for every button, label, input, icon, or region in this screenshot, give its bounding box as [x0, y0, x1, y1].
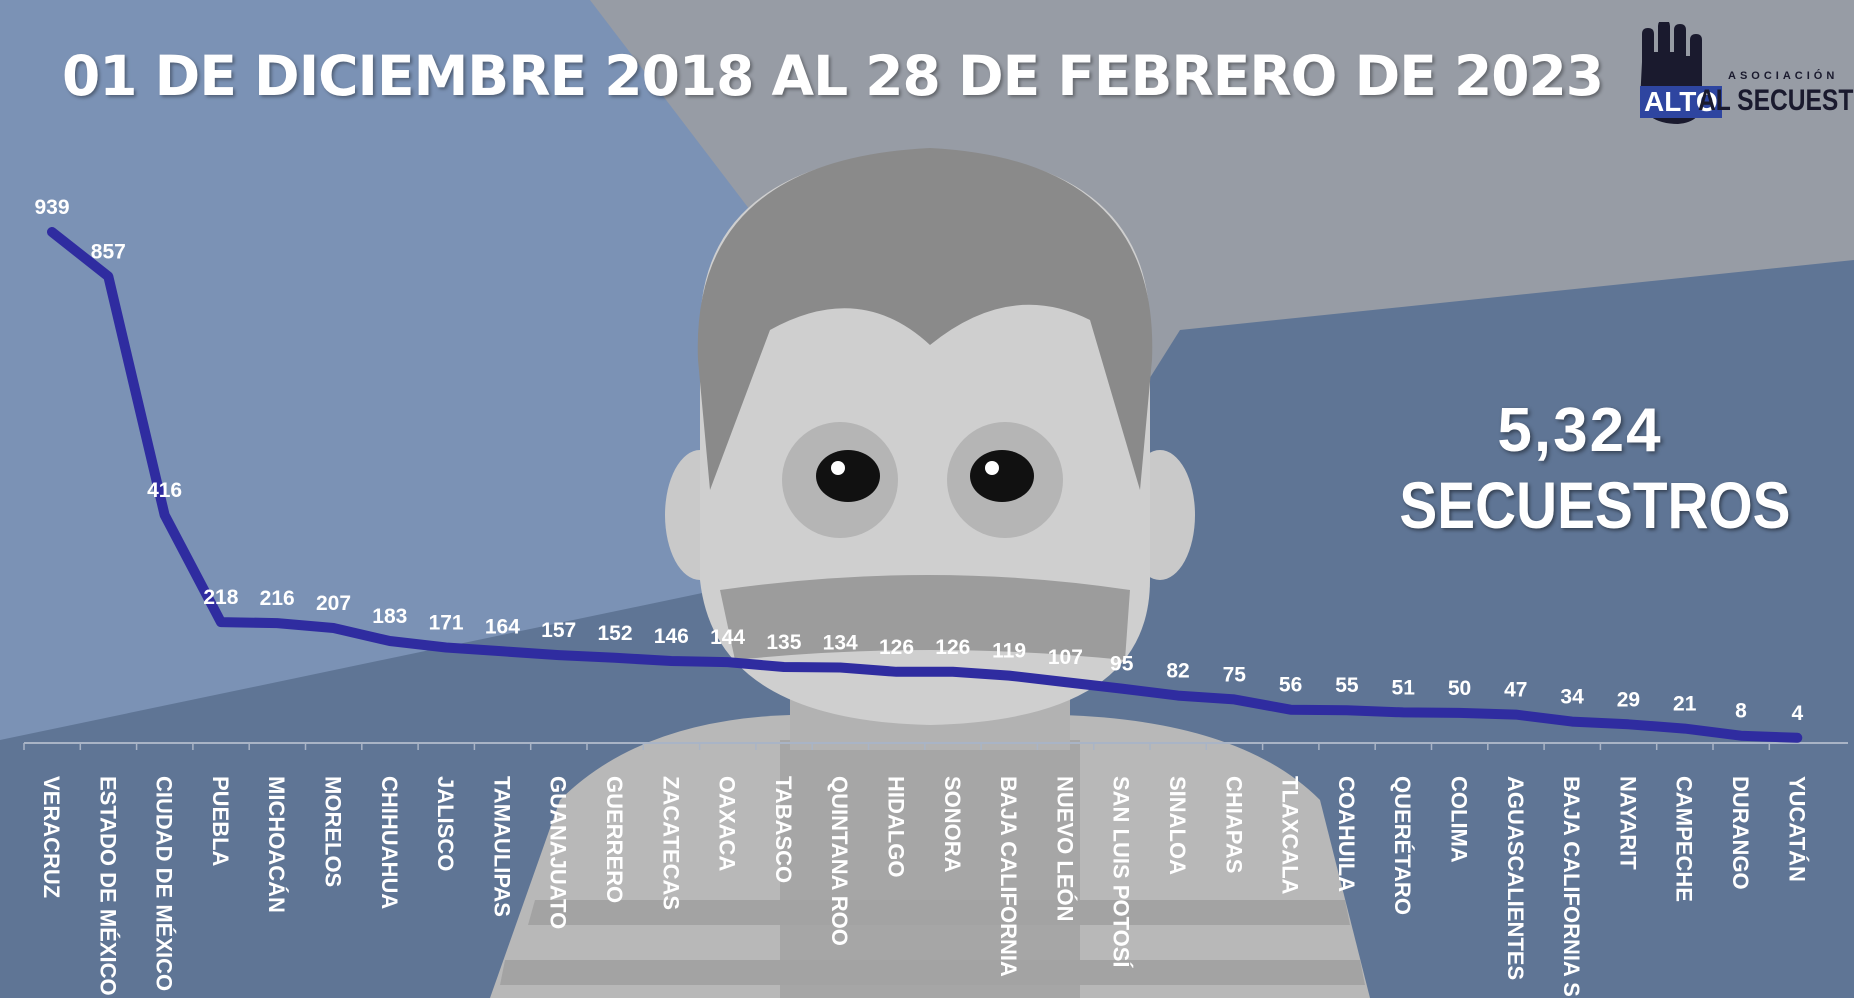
data-label: 152	[597, 622, 632, 645]
data-label: 95	[1110, 653, 1134, 676]
category-label: GUERRERO	[602, 776, 627, 903]
kidnapped-boy-illustration	[490, 148, 1370, 998]
category-label: QUINTANA ROO	[827, 776, 852, 946]
data-label: 55	[1335, 674, 1359, 697]
data-label: 157	[541, 619, 576, 642]
data-label: 171	[429, 611, 464, 634]
category-label: CIUDAD DE MÉXICO	[152, 776, 177, 991]
category-label: AGUASCALIENTES	[1503, 776, 1528, 980]
category-label: HIDALGO	[884, 776, 909, 877]
logo-alto-text: ALTO	[1640, 86, 1722, 118]
category-label: YUCATÁN	[1784, 776, 1809, 882]
total-box: 5,324 SECUESTROS	[1370, 398, 1790, 540]
category-label: SONORA	[940, 776, 965, 873]
category-label: MORELOS	[321, 776, 346, 887]
data-label: 216	[260, 587, 295, 610]
category-label: SINALOA	[1165, 776, 1190, 875]
data-label: 207	[316, 592, 351, 615]
data-label: 4	[1791, 702, 1803, 725]
data-label: 119	[992, 640, 1026, 663]
data-label: 146	[654, 625, 689, 648]
category-label: PUEBLA	[208, 776, 233, 867]
category-label: SAN LUIS POTOSÍ	[1109, 776, 1134, 968]
category-label: OAXACA	[715, 776, 740, 871]
data-label: 135	[766, 631, 801, 654]
category-label: COLIMA	[1447, 776, 1472, 863]
category-label: JALISCO	[433, 776, 458, 871]
category-label: ESTADO DE MÉXICO	[95, 776, 120, 996]
data-label: 126	[935, 636, 970, 659]
chart-title: 01 DE DICIEMBRE 2018 AL 28 DE FEBRERO DE…	[62, 44, 1604, 108]
data-label: 218	[203, 586, 238, 609]
data-label: 75	[1223, 663, 1247, 686]
category-label: COAHUILA	[1334, 776, 1359, 892]
category-label: TABASCO	[771, 776, 796, 883]
total-value: 5,324	[1497, 396, 1663, 465]
data-label: 51	[1392, 676, 1416, 699]
category-label: TAMAULIPAS	[489, 776, 514, 917]
category-label: DURANGO	[1728, 776, 1753, 890]
data-label: 21	[1673, 693, 1697, 716]
data-label: 144	[710, 626, 745, 649]
series-line	[47, 227, 1803, 743]
data-label: 29	[1617, 688, 1640, 711]
data-label: 82	[1166, 660, 1189, 683]
data-label: 164	[485, 615, 520, 638]
category-label: VERACRUZ	[39, 776, 64, 898]
data-label: 56	[1279, 674, 1302, 697]
data-label: 34	[1560, 686, 1584, 709]
category-label: GUANAJUATO	[546, 776, 571, 929]
data-label: 50	[1448, 677, 1471, 700]
data-label: 107	[1048, 646, 1083, 669]
data-label: 134	[823, 632, 858, 655]
data-label: 126	[879, 636, 914, 659]
data-label: 8	[1735, 700, 1747, 723]
logo-association-text: ASOCIACIÓN	[1728, 70, 1839, 82]
data-label: 183	[372, 605, 407, 628]
data-label: 416	[147, 479, 182, 502]
category-label: ZACATECAS	[658, 776, 683, 910]
category-label: CHIHUAHUA	[377, 776, 402, 909]
total-label: SECUESTROS	[1399, 468, 1791, 543]
category-label: BAJA CALIFORNIA	[996, 776, 1021, 977]
category-label: NAYARIT	[1615, 776, 1640, 870]
data-label: 857	[91, 240, 126, 263]
category-label: NUEVO LEÓN	[1052, 776, 1077, 921]
category-label: TLAXCALA	[1278, 776, 1303, 895]
category-label: MICHOACÁN	[264, 776, 289, 913]
logo-al-secuestro-text: AL SECUESTRO	[1698, 84, 1854, 117]
data-label: 939	[34, 196, 69, 219]
category-label: BAJA CALIFORNIA SUR	[1559, 776, 1584, 998]
category-label: CHIAPAS	[1221, 776, 1246, 873]
category-label: QUERÉTARO	[1390, 776, 1415, 915]
data-label: 47	[1504, 679, 1527, 702]
category-label: CAMPECHE	[1672, 776, 1697, 902]
